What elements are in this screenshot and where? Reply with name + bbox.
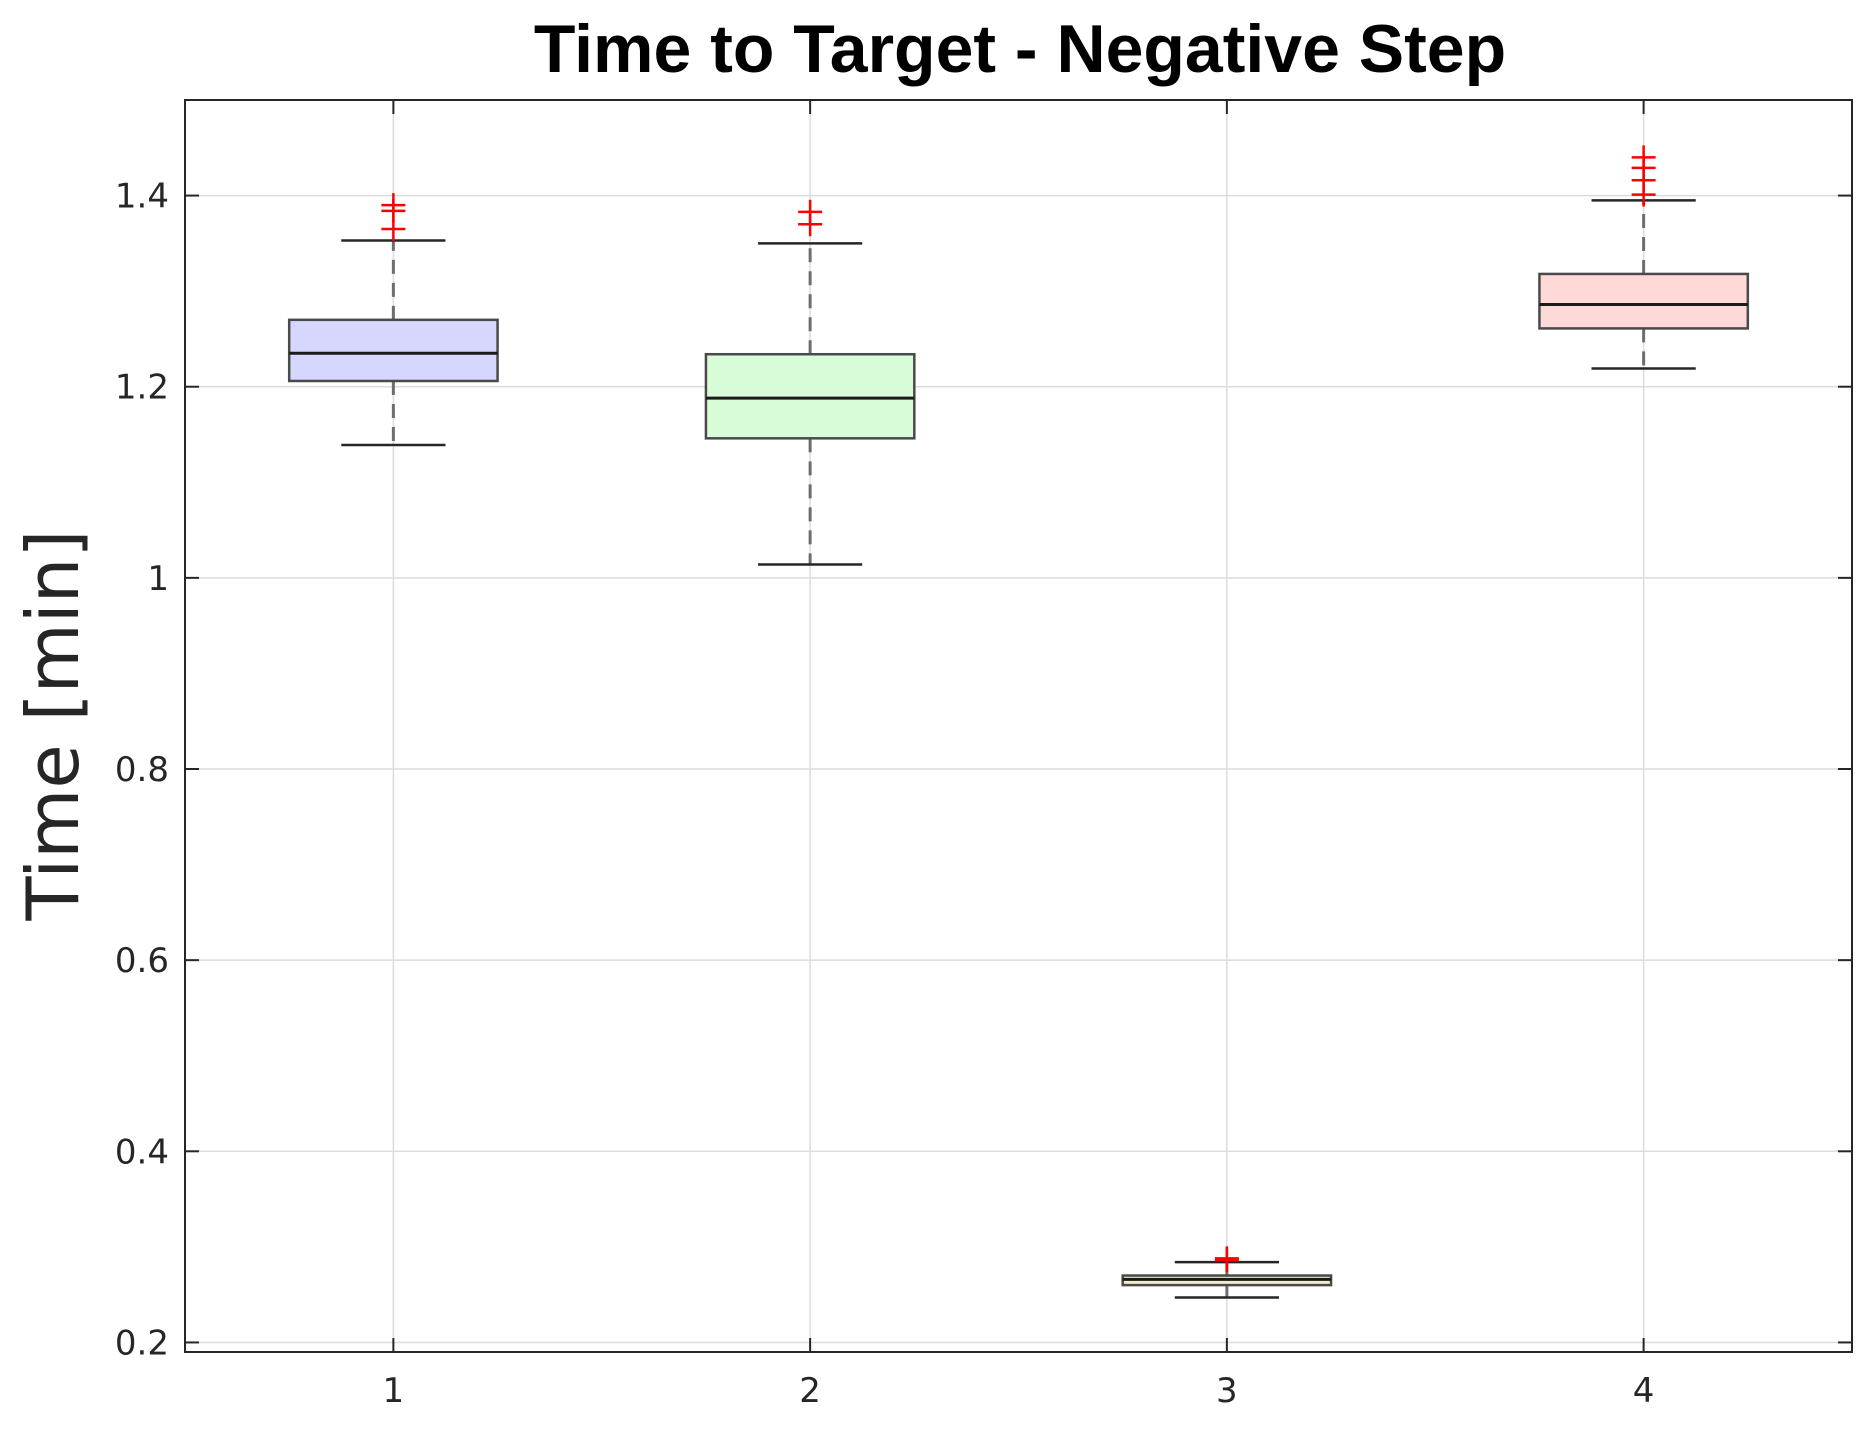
x-tick-label: 3 bbox=[1216, 1371, 1238, 1411]
y-tick-label: 0.4 bbox=[115, 1132, 169, 1172]
box-3 bbox=[1121, 1246, 1333, 1299]
x-tick-label: 2 bbox=[799, 1371, 821, 1411]
plot-frame bbox=[184, 99, 1853, 1353]
y-tick-label: 0.8 bbox=[115, 750, 169, 790]
iqr-box bbox=[287, 318, 499, 383]
outlier-marker bbox=[381, 193, 406, 218]
box-4 bbox=[1538, 145, 1750, 370]
y-tick-label: 0.2 bbox=[115, 1323, 169, 1363]
chart-title: Time to Target - Negative Step bbox=[534, 11, 1506, 87]
y-tick-label: 1 bbox=[147, 559, 169, 599]
box-1 bbox=[287, 193, 499, 447]
x-tick-label: 4 bbox=[1633, 1371, 1655, 1411]
x-tick-label: 1 bbox=[383, 1371, 405, 1411]
iqr-box bbox=[1538, 272, 1750, 330]
outlier-marker bbox=[798, 199, 823, 224]
iqr-box bbox=[704, 352, 916, 440]
y-tick-label: 0.6 bbox=[115, 941, 169, 981]
box-2 bbox=[704, 199, 916, 566]
y-tick-label: 1.4 bbox=[115, 177, 169, 217]
outlier-marker bbox=[1631, 145, 1656, 170]
y-axis-label: Time [min] bbox=[11, 529, 95, 921]
axis-layer: 0.2 0.4 0.6 0.8 1 1.2 1.4 1 2 3 4 bbox=[115, 99, 1853, 1411]
boxes-layer bbox=[287, 145, 1750, 1299]
y-tick-label: 1.2 bbox=[115, 368, 169, 408]
outlier-marker bbox=[1214, 1246, 1239, 1271]
